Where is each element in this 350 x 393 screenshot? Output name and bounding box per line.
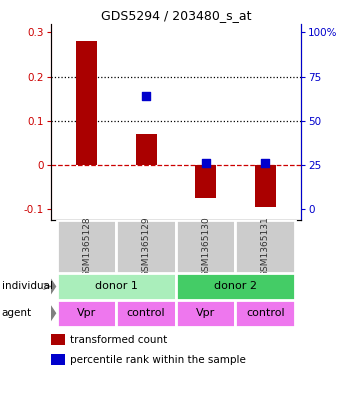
- Bar: [51, 334, 64, 345]
- Bar: [51, 354, 64, 365]
- Bar: [255, 165, 276, 207]
- Text: percentile rank within the sample: percentile rank within the sample: [70, 354, 245, 365]
- Text: GSM1365130: GSM1365130: [201, 216, 210, 277]
- Text: transformed count: transformed count: [70, 335, 167, 345]
- Bar: [176, 220, 236, 273]
- Text: GSM1365129: GSM1365129: [142, 216, 150, 277]
- Polygon shape: [50, 305, 56, 321]
- Bar: [195, 165, 216, 198]
- Point: [262, 160, 268, 166]
- Text: control: control: [127, 308, 166, 318]
- Polygon shape: [50, 279, 56, 294]
- Point: [143, 93, 149, 99]
- Bar: [76, 41, 97, 165]
- Bar: [57, 300, 116, 327]
- Text: Vpr: Vpr: [77, 308, 96, 318]
- Bar: [136, 134, 156, 165]
- Text: GSM1365131: GSM1365131: [261, 216, 270, 277]
- Bar: [236, 300, 295, 327]
- Text: donor 1: donor 1: [95, 281, 138, 292]
- Bar: [236, 220, 295, 273]
- Point: [203, 160, 209, 166]
- Text: control: control: [246, 308, 285, 318]
- Bar: [57, 220, 116, 273]
- Text: Vpr: Vpr: [196, 308, 215, 318]
- Bar: [176, 300, 236, 327]
- Text: individual: individual: [2, 281, 53, 292]
- Text: agent: agent: [2, 308, 32, 318]
- Text: GSM1365128: GSM1365128: [82, 216, 91, 277]
- Bar: [116, 220, 176, 273]
- Bar: [176, 273, 295, 300]
- Text: donor 2: donor 2: [214, 281, 257, 292]
- Bar: [116, 300, 176, 327]
- Title: GDS5294 / 203480_s_at: GDS5294 / 203480_s_at: [101, 9, 251, 22]
- Bar: [57, 273, 176, 300]
